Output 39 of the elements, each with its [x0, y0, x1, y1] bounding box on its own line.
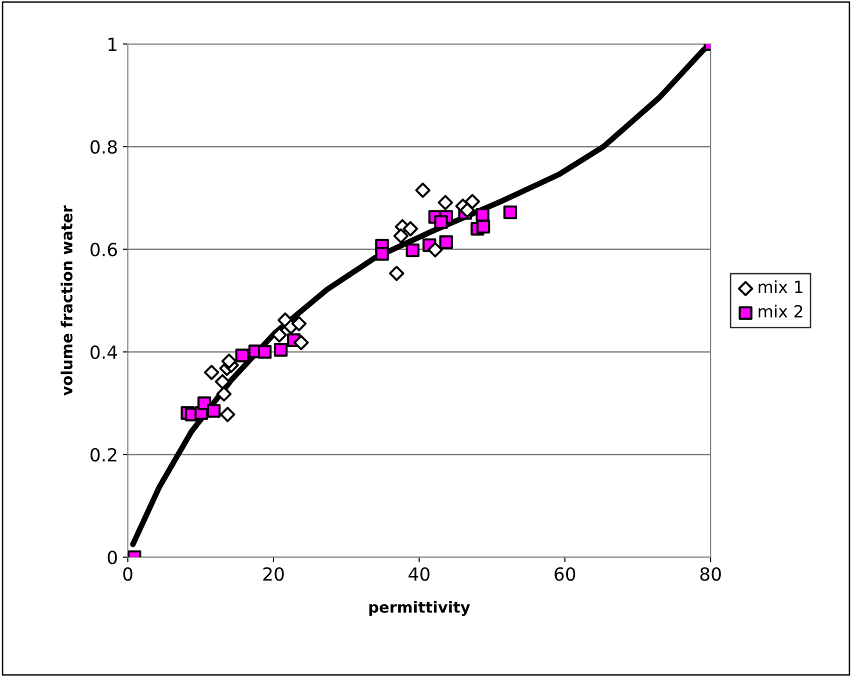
x-tick-label: 40 [408, 567, 430, 581]
legend-label: mix 2 [758, 304, 802, 318]
point [291, 316, 307, 332]
point [393, 228, 409, 244]
point [476, 220, 490, 234]
point [438, 194, 454, 210]
x-tick-label: 80 [700, 567, 721, 581]
point [204, 364, 220, 380]
point [428, 242, 443, 258]
y-axis-title: volume fraction water [60, 205, 73, 396]
x-tick-label: 60 [554, 567, 576, 581]
legend-label: mix 1 [758, 280, 802, 293]
point [294, 335, 309, 350]
point [375, 247, 389, 261]
point [402, 221, 418, 236]
point [206, 404, 221, 418]
point [434, 215, 448, 229]
x-axis-title: permittivity [369, 601, 470, 616]
point [503, 205, 518, 220]
point [388, 266, 404, 282]
x-tick-label: 20 [263, 567, 284, 581]
point [406, 243, 420, 258]
y-tick-label: 1 [108, 38, 116, 51]
point [220, 406, 236, 422]
point [415, 182, 430, 198]
point [258, 345, 272, 359]
point [235, 348, 250, 362]
point [476, 208, 490, 222]
x-tick-label: 0 [123, 567, 132, 581]
point [214, 374, 230, 390]
point [439, 235, 453, 249]
y-tick-label: 0.6 [90, 242, 117, 256]
y-tick-label: 0 [108, 550, 117, 564]
y-tick-label: 0.8 [90, 140, 117, 154]
point [274, 342, 288, 357]
point [460, 202, 475, 218]
point [221, 354, 237, 369]
y-tick-label: 0.2 [90, 448, 116, 462]
y-tick-label: 0.4 [90, 345, 118, 360]
